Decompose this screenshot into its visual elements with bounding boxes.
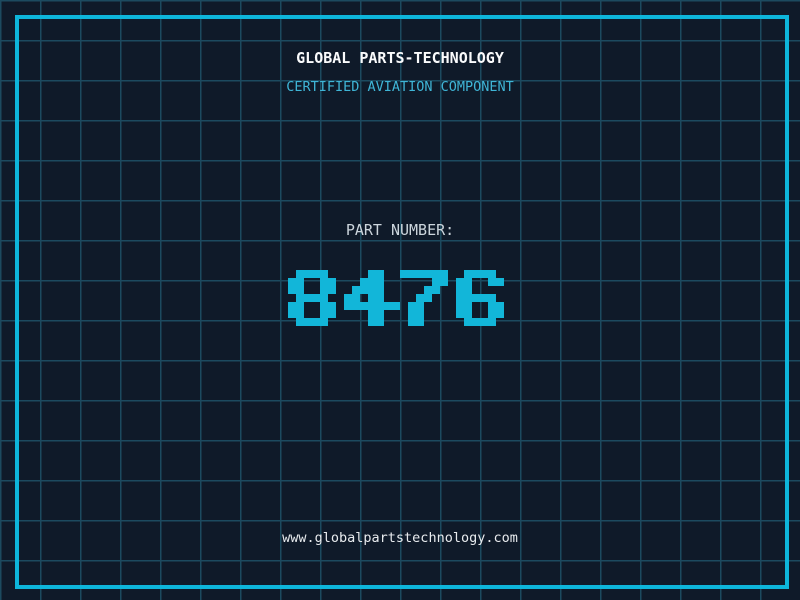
- page-subtitle: CERTIFIED AVIATION COMPONENT: [286, 79, 514, 95]
- website-url: www.globalpartstechnology.com: [282, 530, 518, 546]
- part-number-label: PART NUMBER:: [345, 221, 455, 239]
- page-title: GLOBAL PARTS-TECHNOLOGY: [296, 49, 504, 67]
- part-number-display: [0, 270, 800, 326]
